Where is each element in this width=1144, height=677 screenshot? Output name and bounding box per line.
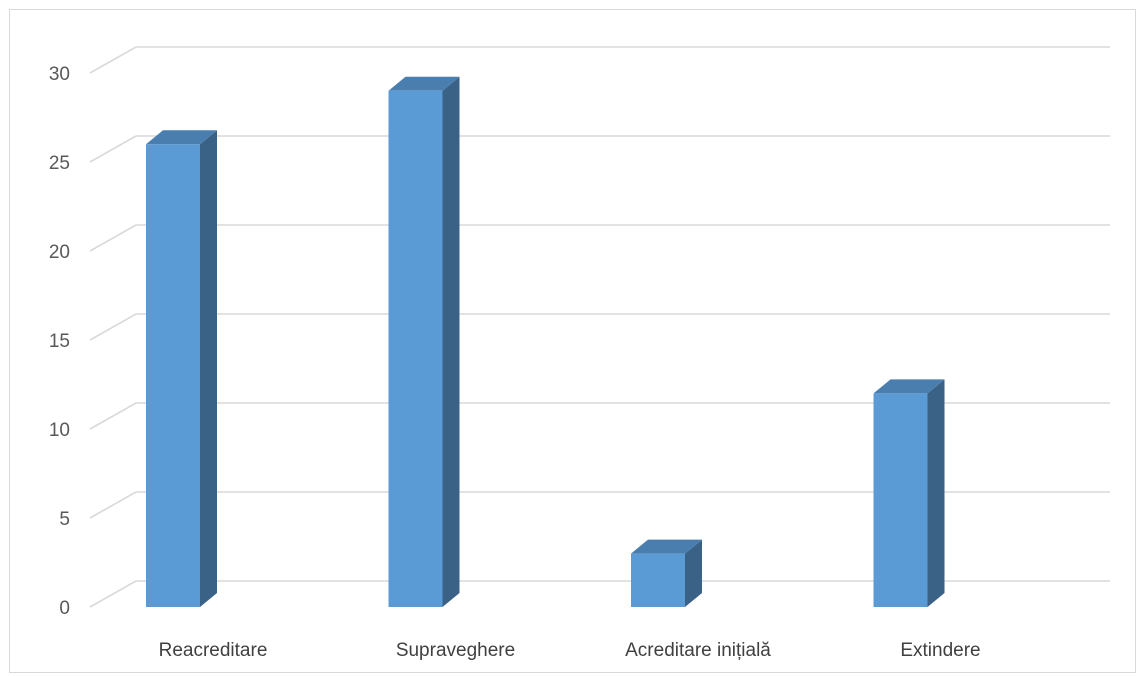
gridline — [89, 491, 1110, 519]
x-category-label: Supraveghere — [396, 640, 515, 661]
gridline — [89, 580, 1110, 608]
bar-top — [631, 539, 702, 554]
gridline — [89, 313, 1110, 341]
gridline — [89, 402, 1110, 430]
y-tick-label: 0 — [59, 598, 70, 619]
y-axis-ticks: 0 5 10 15 20 25 30 — [49, 64, 70, 619]
bar-top — [146, 130, 217, 145]
y-tick-label: 20 — [49, 242, 70, 263]
bar — [388, 76, 460, 608]
bar — [631, 539, 702, 607]
gridline — [89, 46, 1110, 74]
y-tick-label: 30 — [49, 64, 70, 85]
bar — [873, 379, 945, 607]
x-category-label: Extindere — [900, 640, 980, 661]
y-tick-label: 15 — [49, 331, 70, 352]
bars — [146, 76, 945, 608]
bar-front — [146, 144, 200, 607]
bar-front — [631, 553, 685, 607]
x-category-label: Acreditare inițială — [625, 640, 771, 661]
gridline — [89, 135, 1110, 163]
bar-front — [388, 90, 443, 608]
gridline — [89, 224, 1110, 252]
bar-top — [388, 76, 460, 91]
gridlines — [89, 46, 1110, 608]
bar — [146, 130, 217, 607]
y-tick-label: 25 — [49, 153, 70, 174]
y-tick-label: 10 — [49, 420, 70, 441]
bar-side — [200, 130, 217, 607]
bar-side — [927, 379, 945, 607]
bar-side — [442, 76, 460, 608]
x-axis-labels: Reacreditare Supraveghere Acreditare iniți… — [159, 640, 981, 661]
bar-front — [873, 393, 928, 607]
y-tick-label: 5 — [59, 509, 70, 530]
bar-top — [873, 379, 945, 394]
x-category-label: Reacreditare — [159, 640, 268, 661]
bar-side — [685, 539, 702, 607]
